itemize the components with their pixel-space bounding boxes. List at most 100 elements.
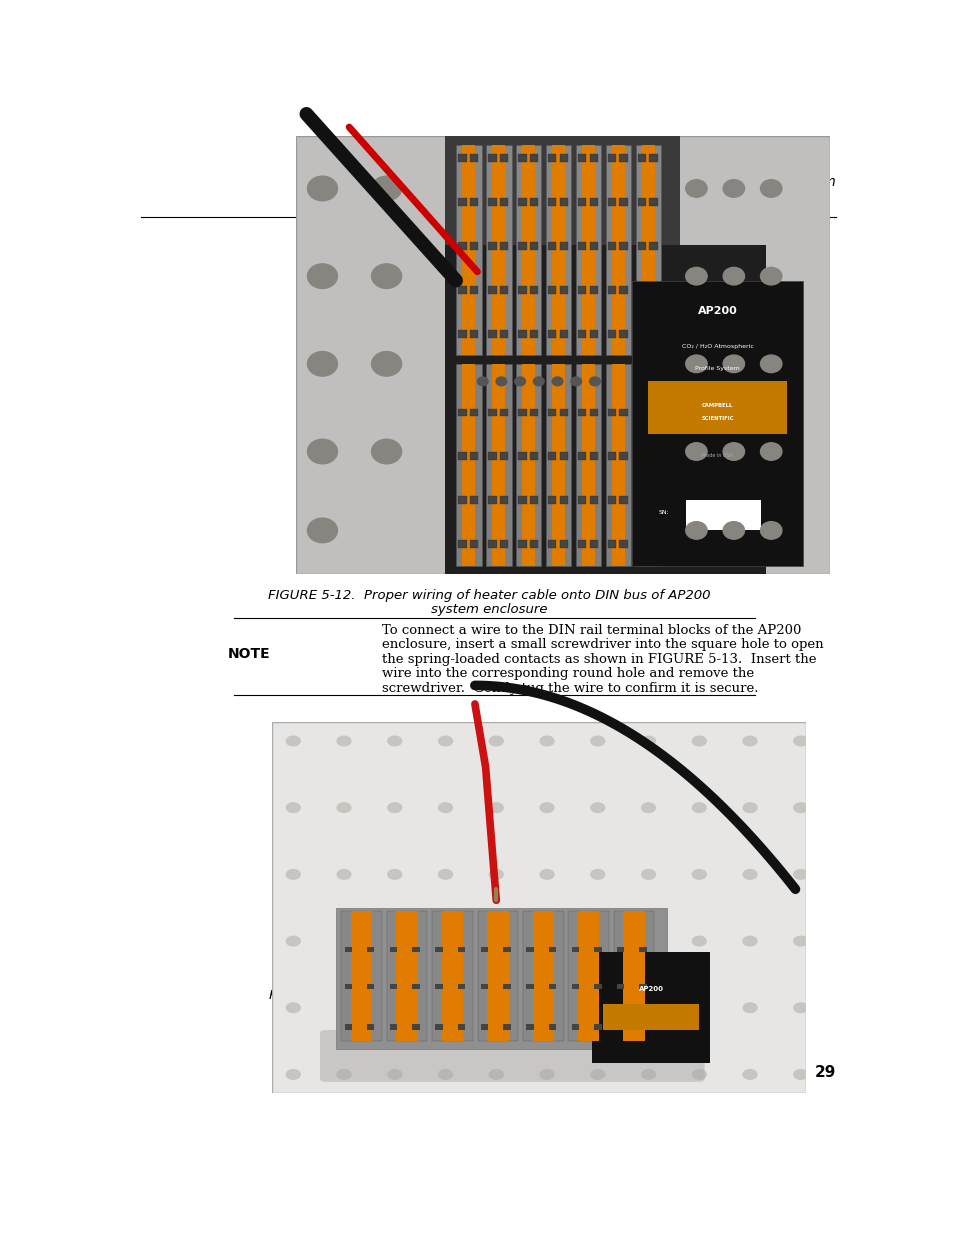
Text: AP200: AP200 xyxy=(638,987,663,992)
FancyBboxPatch shape xyxy=(639,1025,646,1030)
Circle shape xyxy=(590,803,604,813)
FancyBboxPatch shape xyxy=(517,540,526,548)
FancyBboxPatch shape xyxy=(457,452,466,461)
Circle shape xyxy=(685,356,706,373)
FancyBboxPatch shape xyxy=(637,330,645,337)
FancyBboxPatch shape xyxy=(516,364,541,566)
FancyBboxPatch shape xyxy=(552,364,564,566)
FancyBboxPatch shape xyxy=(517,330,526,337)
FancyBboxPatch shape xyxy=(649,285,658,294)
Text: FIGURE 5-13.  Use AP200 system screwdriver to open contacts for: FIGURE 5-13. Use AP200 system screwdrive… xyxy=(269,989,708,1002)
Circle shape xyxy=(742,803,756,813)
Circle shape xyxy=(692,869,705,879)
Circle shape xyxy=(793,1070,807,1079)
Circle shape xyxy=(336,736,351,746)
FancyBboxPatch shape xyxy=(637,198,645,206)
Circle shape xyxy=(742,1070,756,1079)
Circle shape xyxy=(590,1070,604,1079)
FancyBboxPatch shape xyxy=(639,946,646,952)
Circle shape xyxy=(286,736,300,746)
FancyBboxPatch shape xyxy=(547,330,556,337)
FancyBboxPatch shape xyxy=(568,911,608,1041)
Circle shape xyxy=(685,179,706,198)
FancyBboxPatch shape xyxy=(641,144,654,356)
Circle shape xyxy=(533,377,543,385)
Circle shape xyxy=(742,736,756,746)
FancyBboxPatch shape xyxy=(649,496,658,504)
Circle shape xyxy=(539,1003,554,1013)
FancyBboxPatch shape xyxy=(607,540,616,548)
FancyBboxPatch shape xyxy=(457,330,466,337)
FancyBboxPatch shape xyxy=(589,452,598,461)
FancyBboxPatch shape xyxy=(581,364,595,566)
FancyBboxPatch shape xyxy=(578,285,586,294)
Circle shape xyxy=(590,936,604,946)
Circle shape xyxy=(307,352,337,377)
Circle shape xyxy=(793,1003,807,1013)
FancyBboxPatch shape xyxy=(457,540,466,548)
FancyBboxPatch shape xyxy=(578,330,586,337)
FancyBboxPatch shape xyxy=(607,154,616,162)
FancyBboxPatch shape xyxy=(470,285,478,294)
FancyBboxPatch shape xyxy=(559,330,568,337)
FancyBboxPatch shape xyxy=(607,452,616,461)
FancyBboxPatch shape xyxy=(480,983,488,989)
FancyBboxPatch shape xyxy=(547,452,556,461)
FancyBboxPatch shape xyxy=(605,364,631,566)
FancyBboxPatch shape xyxy=(457,1025,465,1030)
FancyBboxPatch shape xyxy=(492,144,505,356)
FancyBboxPatch shape xyxy=(457,983,465,989)
FancyBboxPatch shape xyxy=(390,1025,397,1030)
FancyBboxPatch shape xyxy=(617,983,624,989)
FancyBboxPatch shape xyxy=(502,1025,510,1030)
Circle shape xyxy=(307,177,337,201)
Circle shape xyxy=(722,268,743,285)
FancyBboxPatch shape xyxy=(457,946,465,952)
Text: enclosure, insert a small screwdriver into the square hole to open: enclosure, insert a small screwdriver in… xyxy=(381,638,822,651)
FancyBboxPatch shape xyxy=(351,911,372,1041)
FancyBboxPatch shape xyxy=(435,1025,442,1030)
FancyBboxPatch shape xyxy=(517,409,526,416)
FancyBboxPatch shape xyxy=(435,946,442,952)
FancyBboxPatch shape xyxy=(559,154,568,162)
FancyBboxPatch shape xyxy=(445,136,679,258)
Text: To connect a wire to the DIN rail terminal blocks of the AP200: To connect a wire to the DIN rail termin… xyxy=(381,624,801,637)
FancyBboxPatch shape xyxy=(517,452,526,461)
Circle shape xyxy=(685,442,706,461)
FancyBboxPatch shape xyxy=(589,198,598,206)
Circle shape xyxy=(489,869,502,879)
FancyBboxPatch shape xyxy=(637,242,645,249)
FancyBboxPatch shape xyxy=(470,198,478,206)
Circle shape xyxy=(438,936,452,946)
FancyBboxPatch shape xyxy=(341,911,381,1041)
FancyBboxPatch shape xyxy=(635,364,660,566)
FancyBboxPatch shape xyxy=(517,496,526,504)
Text: AP200 CO₂/H₂O Atmospheric Profile System: AP200 CO₂/H₂O Atmospheric Profile System xyxy=(533,175,836,189)
Circle shape xyxy=(589,377,599,385)
Circle shape xyxy=(539,803,554,813)
FancyBboxPatch shape xyxy=(412,983,419,989)
FancyBboxPatch shape xyxy=(432,911,473,1041)
FancyBboxPatch shape xyxy=(594,1025,601,1030)
FancyBboxPatch shape xyxy=(335,908,666,1049)
FancyBboxPatch shape xyxy=(470,242,478,249)
FancyBboxPatch shape xyxy=(637,452,645,461)
FancyBboxPatch shape xyxy=(545,364,571,566)
FancyBboxPatch shape xyxy=(367,1025,375,1030)
Text: FIGURE 5-12.  Proper wiring of heater cable onto DIN bus of AP200: FIGURE 5-12. Proper wiring of heater cab… xyxy=(268,589,709,601)
FancyBboxPatch shape xyxy=(607,198,616,206)
FancyBboxPatch shape xyxy=(548,983,556,989)
Circle shape xyxy=(438,803,452,813)
Circle shape xyxy=(539,869,554,879)
Circle shape xyxy=(388,1003,401,1013)
FancyBboxPatch shape xyxy=(639,983,646,989)
FancyBboxPatch shape xyxy=(457,242,466,249)
FancyBboxPatch shape xyxy=(578,154,586,162)
FancyBboxPatch shape xyxy=(488,242,497,249)
Circle shape xyxy=(307,519,337,542)
FancyBboxPatch shape xyxy=(529,452,537,461)
Text: wire into the corresponding round hole and remove the: wire into the corresponding round hole a… xyxy=(381,667,753,680)
Circle shape xyxy=(641,869,655,879)
FancyBboxPatch shape xyxy=(578,409,586,416)
FancyBboxPatch shape xyxy=(477,911,517,1041)
